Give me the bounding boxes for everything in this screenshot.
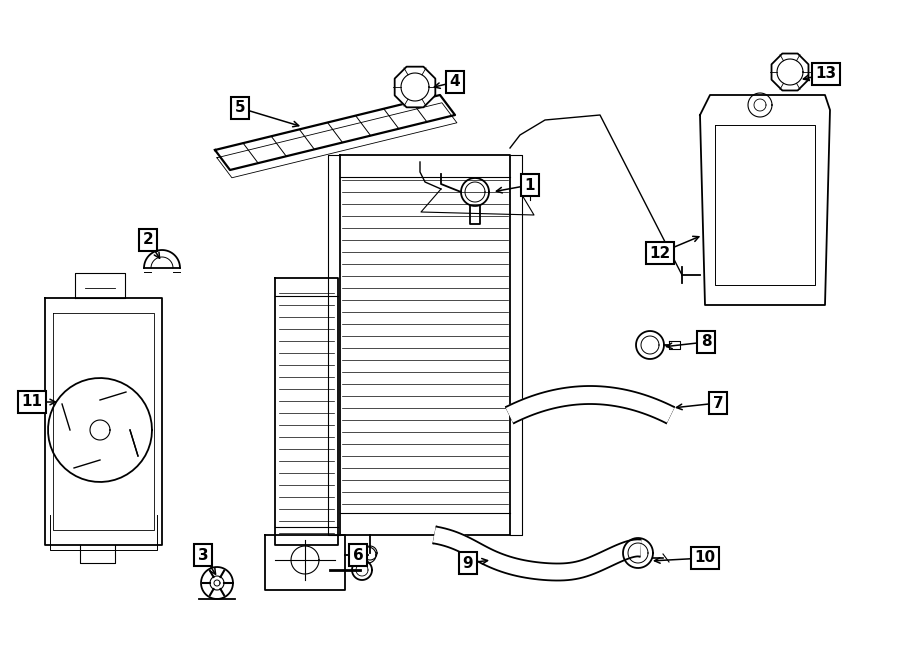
Text: 7: 7 [713, 395, 724, 410]
Polygon shape [340, 155, 510, 535]
Text: 3: 3 [198, 547, 208, 563]
Text: 10: 10 [695, 551, 716, 566]
Polygon shape [215, 95, 455, 170]
Text: 9: 9 [463, 555, 473, 570]
Text: 8: 8 [701, 334, 711, 350]
Polygon shape [506, 386, 674, 423]
Text: 12: 12 [650, 245, 670, 260]
Text: 13: 13 [815, 67, 837, 81]
Text: 2: 2 [142, 233, 153, 247]
Text: 11: 11 [22, 395, 42, 410]
Polygon shape [669, 341, 680, 349]
Polygon shape [395, 67, 436, 107]
Text: 4: 4 [450, 75, 460, 89]
Polygon shape [275, 278, 338, 545]
Text: 6: 6 [353, 547, 364, 563]
Polygon shape [434, 527, 641, 580]
Polygon shape [700, 95, 830, 305]
Text: 1: 1 [525, 178, 535, 192]
Text: 5: 5 [235, 100, 246, 116]
Polygon shape [771, 54, 808, 91]
